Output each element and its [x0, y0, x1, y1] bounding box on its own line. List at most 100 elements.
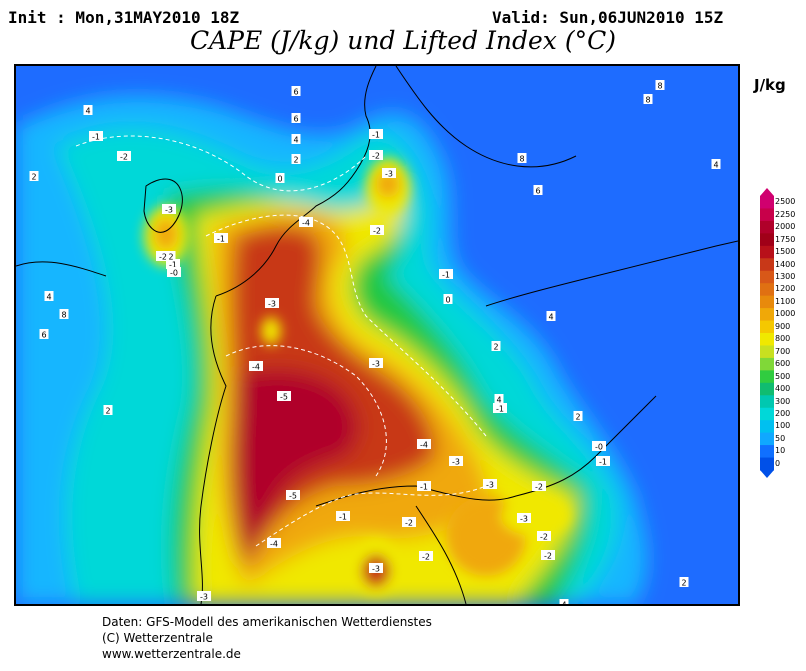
contour-label: -1	[336, 511, 350, 522]
scale-label: 2000	[775, 222, 796, 232]
svg-text:-1: -1	[169, 261, 177, 270]
svg-text:8: 8	[61, 311, 66, 320]
scale-label: 200	[775, 408, 791, 418]
contour-label: -0	[592, 441, 606, 452]
contour-label: -3	[369, 563, 383, 574]
svg-text:-2: -2	[544, 552, 552, 561]
coastlines	[16, 66, 738, 604]
svg-text:-0: -0	[170, 269, 178, 278]
scale-swatch	[760, 308, 774, 322]
contour-label: 4	[291, 134, 301, 145]
contour-label: -1	[596, 456, 610, 467]
contour-label: -4	[267, 538, 281, 549]
color-scale-bar	[760, 188, 774, 478]
svg-text:-3: -3	[372, 565, 380, 574]
scale-swatch	[760, 233, 774, 247]
svg-text:-3: -3	[520, 515, 528, 524]
scale-label: 600	[775, 359, 791, 369]
scale-swatch	[760, 370, 774, 384]
contour-label: -3	[369, 358, 383, 369]
contour-label: -5	[286, 490, 300, 501]
svg-text:4: 4	[293, 136, 298, 145]
scale-label: 1500	[775, 247, 796, 257]
contour-label: -3	[162, 204, 176, 215]
scale-label: 300	[775, 396, 791, 406]
svg-text:-3: -3	[372, 360, 380, 369]
contour-label: 2	[291, 154, 301, 165]
svg-text:8: 8	[519, 155, 524, 164]
contour-label: 2	[29, 171, 39, 182]
svg-text:4: 4	[713, 161, 718, 170]
scale-label: 500	[775, 371, 791, 381]
contour-label: 8	[517, 153, 527, 164]
svg-text:2: 2	[575, 413, 580, 422]
svg-text:2: 2	[31, 173, 36, 182]
svg-text:-0: -0	[595, 443, 603, 452]
svg-text:-3: -3	[200, 593, 208, 602]
svg-text:-1: -1	[92, 133, 100, 142]
valid-time: Valid: Sun,06JUN2010 15Z	[492, 8, 724, 27]
contour-label: -2	[532, 481, 546, 492]
contour-label: -2	[537, 531, 551, 542]
scale-label: 1200	[775, 284, 796, 294]
svg-text:-1: -1	[339, 513, 347, 522]
contour-label: 6	[533, 185, 543, 196]
svg-text:0: 0	[277, 175, 282, 184]
scale-label: 1000	[775, 309, 796, 319]
contour-label: 4	[559, 599, 569, 605]
weather-map: -1 -2 2 -3 -1 -2 -1 -0 2 4 8 6 2 6 6 4 2 0 -4 -2 -1 -2 -3 -3 -1 0…	[14, 64, 740, 606]
svg-text:2: 2	[168, 253, 173, 262]
scale-swatch	[760, 270, 774, 284]
contour-label: -2	[156, 251, 170, 262]
svg-text:-2: -2	[159, 253, 167, 262]
svg-text:4: 4	[85, 107, 90, 116]
svg-text:-2: -2	[372, 152, 380, 161]
scale-swatch	[760, 220, 774, 234]
svg-text:4: 4	[46, 293, 51, 302]
legend-unit: J/kg	[754, 76, 786, 94]
contour-label: 6	[291, 86, 301, 97]
contour-label: -5	[277, 391, 291, 402]
scale-label: 0	[775, 458, 781, 468]
website-link[interactable]: www.wetterzentrale.de	[102, 647, 241, 661]
contour-label: -4	[417, 439, 431, 450]
contour-label: 0	[443, 294, 453, 305]
contour-label: 2	[679, 577, 689, 588]
contour-label: -3	[483, 479, 497, 490]
lifted-index-contours	[75, 135, 487, 547]
contour-label: -2	[419, 551, 433, 562]
scale-label: 2250	[775, 209, 796, 219]
scale-swatch	[760, 333, 774, 346]
svg-text:-4: -4	[270, 540, 278, 549]
svg-text:-1: -1	[372, 131, 380, 140]
svg-text:-3: -3	[165, 206, 173, 215]
cape-field: -1-22-3-1-2-1-02486266420-4-2-1-2-3-3-10…	[16, 66, 738, 604]
scale-swatch	[760, 357, 774, 371]
scale-swatch	[760, 445, 774, 459]
svg-text:6: 6	[293, 115, 298, 124]
svg-text:6: 6	[41, 331, 46, 340]
scale-swatch	[760, 457, 774, 471]
contour-label: -4	[299, 217, 313, 228]
contour-label: -3	[517, 513, 531, 524]
svg-text:4: 4	[561, 601, 566, 605]
scale-label: 1300	[775, 271, 796, 281]
scale-swatch	[760, 258, 774, 272]
svg-text:-5: -5	[280, 393, 288, 402]
scale-swatch	[760, 245, 774, 259]
scale-label: 10	[775, 446, 786, 456]
scale-label: 1400	[775, 259, 796, 269]
svg-text:-5: -5	[289, 492, 297, 501]
contour-label: -1	[369, 129, 383, 140]
contour-label: -2	[370, 225, 384, 236]
chart-title: CAPE (J/kg) und Lifted Index (°C)	[189, 26, 616, 55]
contour-label: 4	[44, 291, 54, 302]
scale-swatch	[760, 432, 774, 446]
svg-text:-2: -2	[540, 533, 548, 542]
svg-text:2: 2	[105, 407, 110, 416]
contour-label: -3	[449, 456, 463, 467]
svg-text:-2: -2	[120, 153, 128, 162]
contour-label: -3	[197, 591, 211, 602]
contour-label: 4	[83, 105, 93, 116]
init-time: Init : Mon,31MAY2010 18Z	[8, 8, 240, 27]
